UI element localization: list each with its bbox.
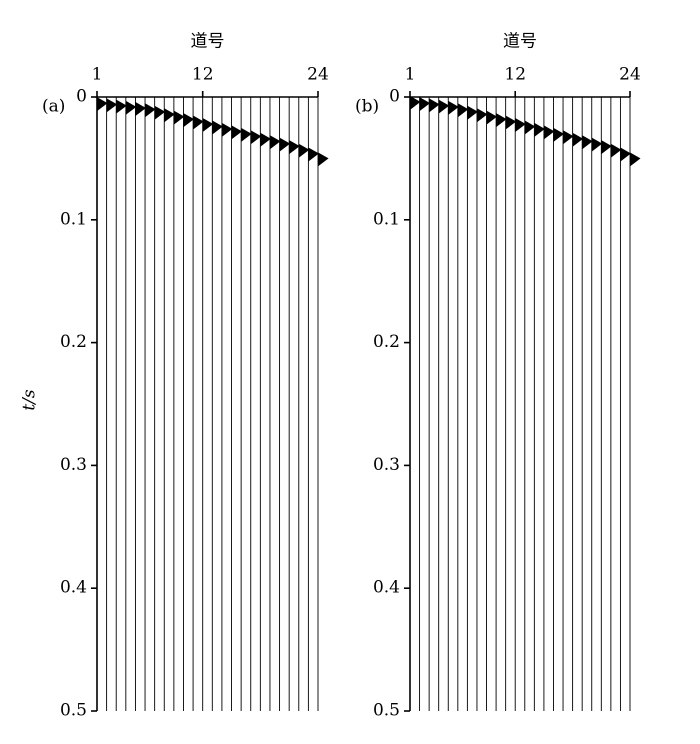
- panel: 1 12 24 0 0.1 0.2 0.3 0.4 0.5 道号 (a) t/s: [20, 32, 329, 721]
- y-tick-label: 0.5: [373, 701, 400, 721]
- panel: 1 12 24 0 0.1 0.2 0.3 0.4 0.5 道号 (b): [355, 32, 641, 721]
- y-tick-label: 0.2: [373, 332, 400, 352]
- first-arrival: [591, 137, 603, 152]
- first-arrival: [250, 130, 262, 145]
- first-arrival: [467, 105, 478, 120]
- x-tick-label: 12: [192, 65, 214, 85]
- x-tick-label: 12: [504, 65, 526, 85]
- y-tick-label: 0: [76, 87, 87, 107]
- first-arrival: [106, 98, 118, 113]
- first-arrival: [135, 102, 147, 117]
- first-arrival: [457, 103, 469, 118]
- first-arrival: [202, 118, 214, 133]
- first-arrival: [173, 110, 185, 125]
- first-arrival: [553, 127, 564, 142]
- first-arrival: [221, 122, 233, 137]
- x-tick-label: 24: [619, 65, 641, 85]
- x-axis-label: 道号: [191, 32, 225, 52]
- first-arrival: [582, 135, 593, 150]
- first-arrival: [164, 108, 175, 123]
- first-arrival: [279, 137, 291, 152]
- first-arrival: [563, 130, 574, 145]
- y-tick-label: 0.2: [60, 332, 87, 352]
- first-arrival: [486, 110, 498, 125]
- y-tick-label: 0.4: [60, 578, 87, 598]
- first-arrival: [601, 140, 612, 155]
- first-arrival: [524, 120, 536, 135]
- first-arrival: [308, 147, 319, 162]
- x-tick-label: 1: [92, 65, 103, 85]
- x-tick-label: 1: [405, 65, 416, 85]
- first-arrival: [260, 132, 271, 147]
- first-arrival: [145, 103, 156, 118]
- first-arrival: [97, 97, 108, 112]
- first-arrival: [289, 140, 300, 155]
- first-arrival: [298, 143, 310, 158]
- first-arrival: [212, 120, 223, 135]
- first-arrival: [193, 115, 204, 130]
- y-tick-label: 0.4: [373, 578, 400, 598]
- first-arrival: [515, 118, 526, 133]
- first-arrival: [183, 113, 195, 128]
- first-arrival: [269, 135, 281, 150]
- first-arrival: [419, 97, 431, 112]
- y-tick-label: 0.5: [60, 701, 87, 721]
- first-arrival: [610, 143, 622, 158]
- panel-label: (b): [355, 97, 379, 117]
- y-axis-label: t/s: [20, 389, 40, 411]
- first-arrival: [241, 127, 252, 142]
- first-arrival: [505, 115, 517, 130]
- y-tick-label: 0: [389, 87, 400, 107]
- first-arrival: [543, 125, 555, 140]
- panel-label: (a): [42, 97, 65, 117]
- y-tick-label: 0.1: [373, 209, 400, 229]
- first-arrival: [448, 100, 459, 115]
- first-arrival: [476, 108, 488, 123]
- first-arrival: [620, 147, 631, 162]
- first-arrival: [154, 105, 166, 120]
- x-axis-label: 道号: [503, 32, 537, 52]
- first-arrival: [534, 122, 545, 137]
- first-arrival: [630, 152, 641, 167]
- first-arrival: [429, 98, 440, 113]
- first-arrival: [231, 125, 243, 140]
- y-tick-label: 0.3: [60, 455, 87, 475]
- first-arrival: [438, 99, 450, 114]
- first-arrival: [116, 99, 127, 114]
- y-tick-label: 0.1: [60, 209, 87, 229]
- y-tick-label: 0.3: [373, 455, 400, 475]
- first-arrival: [572, 132, 584, 147]
- x-tick-label: 24: [307, 65, 329, 85]
- first-arrival: [318, 152, 329, 167]
- first-arrival: [410, 95, 421, 110]
- first-arrival: [496, 113, 507, 128]
- first-arrival: [125, 100, 137, 115]
